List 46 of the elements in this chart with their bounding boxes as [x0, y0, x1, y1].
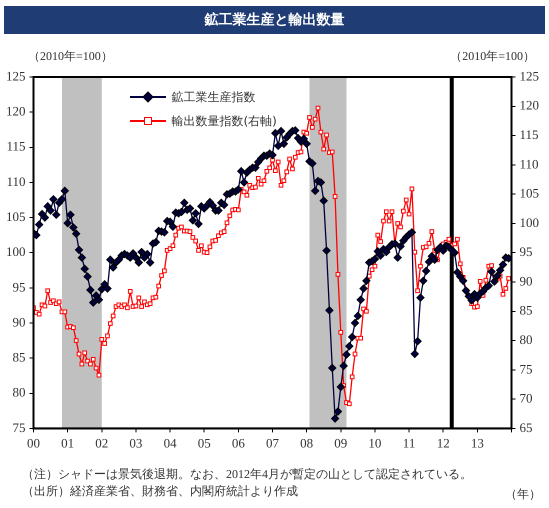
x-tick-label: 06	[232, 436, 246, 451]
chart-title: 鉱工業生産と輸出数量	[4, 6, 545, 34]
x-tick-label: 12	[436, 436, 450, 451]
legend-label: 輸出数量指数(右軸)	[172, 112, 277, 130]
x-tick-label: 04	[164, 436, 178, 451]
y2-tick-label: 75	[520, 361, 532, 376]
y2-tick-label: 120	[520, 98, 539, 113]
y-tick-label: 95	[12, 279, 26, 294]
x-axis-title: （年）	[505, 486, 541, 503]
x-tick-label: 05	[198, 436, 211, 451]
x-tick-label: 07	[266, 436, 280, 451]
y-tick-label: 80	[12, 384, 26, 400]
y2-tick-label: 70	[520, 390, 532, 406]
y2-axis-title: （2010年=100）	[450, 48, 535, 65]
text: （出所）経済産業省、財務省、内閣府統計より作成	[22, 483, 299, 500]
y-tick-label: 100	[6, 244, 26, 260]
y-axis-title: （2010年=100）	[28, 48, 113, 65]
y2-tick-label: 85	[520, 302, 532, 318]
x-tick-label: 13	[470, 436, 484, 451]
y-tick-label: 115	[6, 138, 26, 154]
y2-tick-label: 115	[520, 126, 539, 142]
y-tick-label: 120	[6, 104, 26, 119]
x-tick-label: 01	[61, 436, 74, 451]
y-tick-label: 105	[6, 208, 26, 224]
x-tick-label: 02	[95, 436, 108, 451]
x-tick-label: 08	[300, 436, 314, 451]
y-tick-label: 125	[6, 68, 26, 84]
y2-tick-label: 95	[520, 244, 532, 260]
text: （注）シャドーは景気後退期。なお、2012年4月が暫定の山として認定されている。	[22, 466, 472, 483]
x-tick-label: 11	[402, 436, 416, 451]
y2-tick-label: 80	[520, 332, 532, 347]
y2-tick-label: 110	[520, 156, 539, 172]
y2-tick-label: 90	[520, 273, 532, 288]
x-tick-label: 09	[334, 436, 348, 451]
y-tick-label: 110	[6, 174, 26, 189]
y-tick-label: 75	[12, 420, 26, 435]
x-tick-label: 00	[27, 436, 40, 451]
y-tick-label: 90	[12, 314, 26, 330]
y2-tick-label: 125	[520, 68, 539, 84]
y2-tick-label: 65	[520, 420, 532, 435]
y-tick-label: 85	[12, 350, 26, 365]
x-tick-label: 03	[129, 436, 142, 451]
x-tick-label: 10	[368, 436, 382, 451]
legend-label: 鉱工業生産指数	[172, 88, 256, 106]
y2-tick-label: 105	[520, 186, 539, 201]
y2-tick-label: 100	[520, 214, 539, 230]
